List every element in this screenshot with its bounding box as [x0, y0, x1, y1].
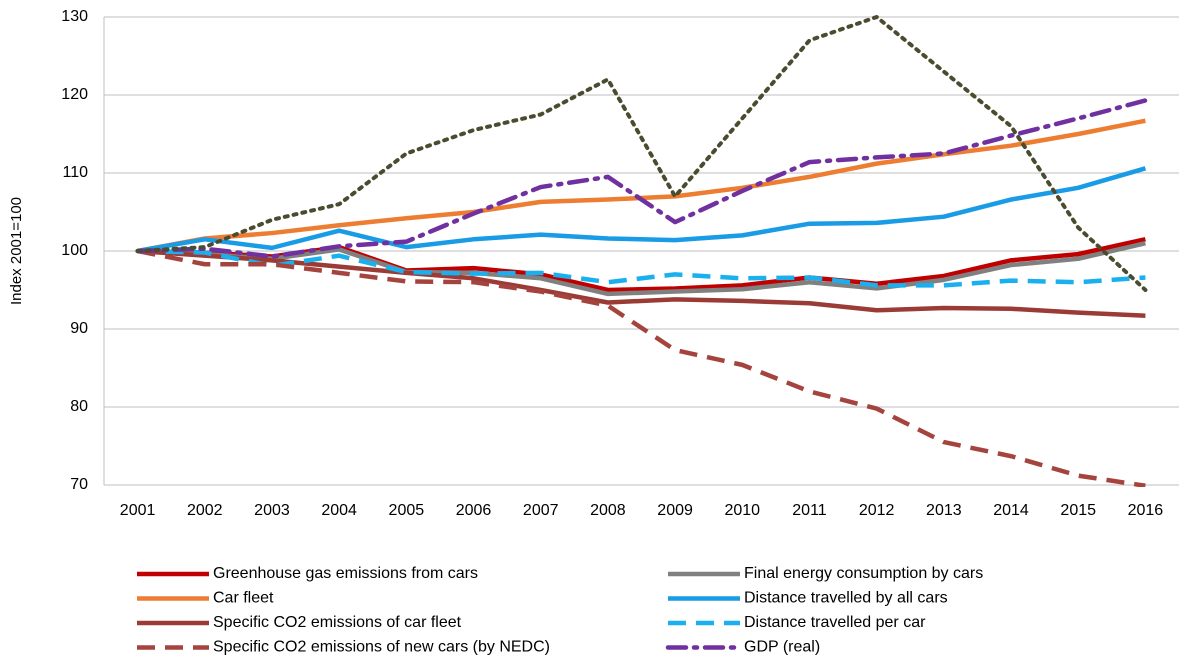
plot — [135, 15, 1148, 487]
series-line — [137, 241, 1146, 297]
x-tick-label: 2004 — [321, 502, 357, 519]
y-tick-label: 130 — [61, 8, 88, 25]
legend-label: Specific CO2 emissions of new cars (by N… — [213, 639, 550, 656]
y-tick-label: 110 — [62, 164, 88, 181]
series-line — [135, 98, 1148, 259]
series-line — [135, 15, 1148, 292]
legend-label: Distance travelled by all cars — [744, 590, 948, 607]
x-tick-label: 2002 — [187, 502, 223, 519]
y-axis-label: Index 2001=100 — [8, 197, 25, 305]
y-tick-label: 70 — [70, 476, 88, 493]
y-tick-label: 80 — [70, 398, 88, 415]
y-tick-label: 100 — [61, 242, 88, 259]
x-tick-label: 2016 — [1128, 502, 1164, 519]
x-tick-label: 2009 — [657, 502, 693, 519]
x-tick-label: 2012 — [859, 502, 895, 519]
series-line — [137, 248, 1146, 288]
series-line — [137, 248, 1146, 487]
legend-label: Specific CO2 emissions of car fleet — [213, 614, 462, 631]
series-line — [137, 248, 1146, 318]
x-tick-label: 2011 — [792, 502, 827, 519]
series-line — [137, 237, 1146, 293]
legend-label: Car fleet — [213, 590, 274, 607]
legend-label: Greenhouse gas emissions from cars — [213, 565, 478, 582]
x-tick-label: 2014 — [993, 502, 1029, 519]
y-tick-label: 120 — [61, 86, 88, 103]
x-tick-label: 2013 — [926, 502, 962, 519]
x-tick-label: 2007 — [523, 502, 559, 519]
series-line — [137, 166, 1147, 254]
x-tick-label: 2005 — [389, 502, 425, 519]
legend-label: Final energy consumption by cars — [744, 565, 983, 582]
x-tick-label: 2010 — [724, 502, 760, 519]
legend-label: GDP (real) — [744, 639, 820, 656]
x-tick-label: 2003 — [254, 502, 290, 519]
legend-label: Distance travelled per car — [744, 614, 926, 631]
y-tick-label: 90 — [70, 320, 88, 337]
x-tick-label: 2015 — [1060, 502, 1096, 519]
x-tick-label: 2001 — [120, 502, 156, 519]
x-tick-label: 2006 — [456, 502, 492, 519]
x-tick-label: 2008 — [590, 502, 626, 519]
